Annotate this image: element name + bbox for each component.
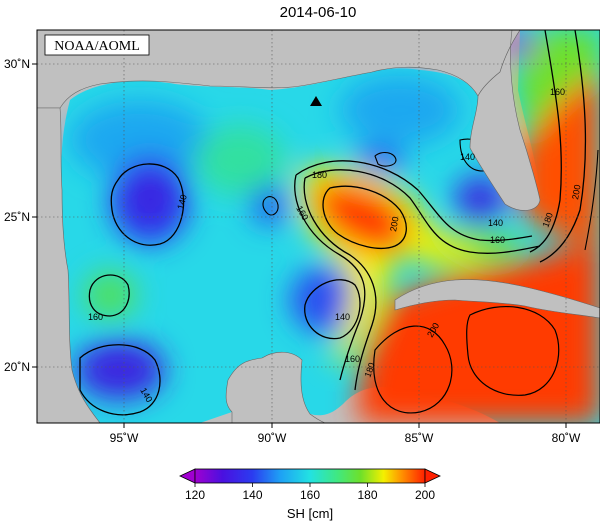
contour-140-small xyxy=(262,196,279,216)
contour-label: 160 xyxy=(88,312,103,322)
colorbar-tick-label: 160 xyxy=(300,488,320,502)
plot-area: 140 160 180 200 140 160 180 200 160 140 … xyxy=(37,30,600,423)
contour-180-strait xyxy=(539,30,587,263)
colorbar: 120 140 160 180 200 SH [cm] xyxy=(179,468,441,521)
contour-label: 140 xyxy=(175,193,189,210)
plot-frame xyxy=(36,29,600,424)
contour-label: 180 xyxy=(362,361,377,379)
gridlines xyxy=(37,30,600,423)
map-title: 2014-06-10 xyxy=(280,4,357,21)
colorbar-title: SH [cm] xyxy=(287,506,333,521)
colorbar-tick-label: 140 xyxy=(242,488,262,502)
contour-label: 180 xyxy=(540,211,555,229)
axis-ticks xyxy=(32,63,567,428)
lon-tick-label: 95˚W xyxy=(110,431,139,445)
colorbar-tick-label: 120 xyxy=(185,488,205,502)
contour-200-strait xyxy=(584,149,599,251)
lat-tick-label: 25˚N xyxy=(4,210,30,224)
contour-label: 160 xyxy=(550,87,565,97)
colorbar-tick-label: 200 xyxy=(415,488,435,502)
contour-140-north xyxy=(374,151,397,167)
land-cuba xyxy=(394,279,600,319)
lat-tick-label: 30˚N xyxy=(4,57,30,71)
contour-200-caribbean xyxy=(373,325,453,414)
contour-180-loop xyxy=(303,169,541,391)
colorbar-low-arrow xyxy=(179,468,196,484)
contour-label: 140 xyxy=(335,312,350,322)
lon-tick-label: 80˚W xyxy=(552,431,581,445)
contour-label: 180 xyxy=(312,170,327,180)
contour-lines xyxy=(79,30,599,416)
contour-label: 200 xyxy=(388,216,400,233)
contour-label: 200 xyxy=(570,184,582,201)
lon-tick-label: 85˚W xyxy=(405,431,434,445)
triangle-marker xyxy=(310,96,322,106)
colorbar-gradient xyxy=(194,468,426,484)
contour-160-strait xyxy=(529,30,562,253)
land-mexico xyxy=(37,107,101,423)
contour-160-loop xyxy=(294,160,533,381)
contour-200-eddy xyxy=(322,185,407,249)
land-yucatan xyxy=(225,351,326,423)
contour-200-caribbean-east xyxy=(466,305,560,396)
land-masses xyxy=(37,30,600,423)
contour-140-central xyxy=(304,279,361,340)
contour-140-west xyxy=(110,163,185,246)
credit-box xyxy=(44,34,150,56)
lat-tick-label: 20˚N xyxy=(4,360,30,374)
land-florida xyxy=(469,30,541,211)
contour-label-group: 140 160 180 200 140 160 180 200 160 140 … xyxy=(88,87,583,404)
contour-140-southwest xyxy=(79,344,161,416)
contour-label: 160 xyxy=(345,354,360,364)
contour-label: 140 xyxy=(460,152,475,162)
contour-label: 140 xyxy=(488,218,503,228)
contour-label: 160 xyxy=(490,235,505,245)
ssh-field xyxy=(70,30,600,423)
lon-tick-label: 90˚W xyxy=(258,431,287,445)
credit-text: NOAA/AOML xyxy=(54,39,140,54)
contour-160-west xyxy=(88,274,130,317)
colorbar-high-arrow xyxy=(424,468,441,484)
colorbar-tick-label: 180 xyxy=(357,488,377,502)
